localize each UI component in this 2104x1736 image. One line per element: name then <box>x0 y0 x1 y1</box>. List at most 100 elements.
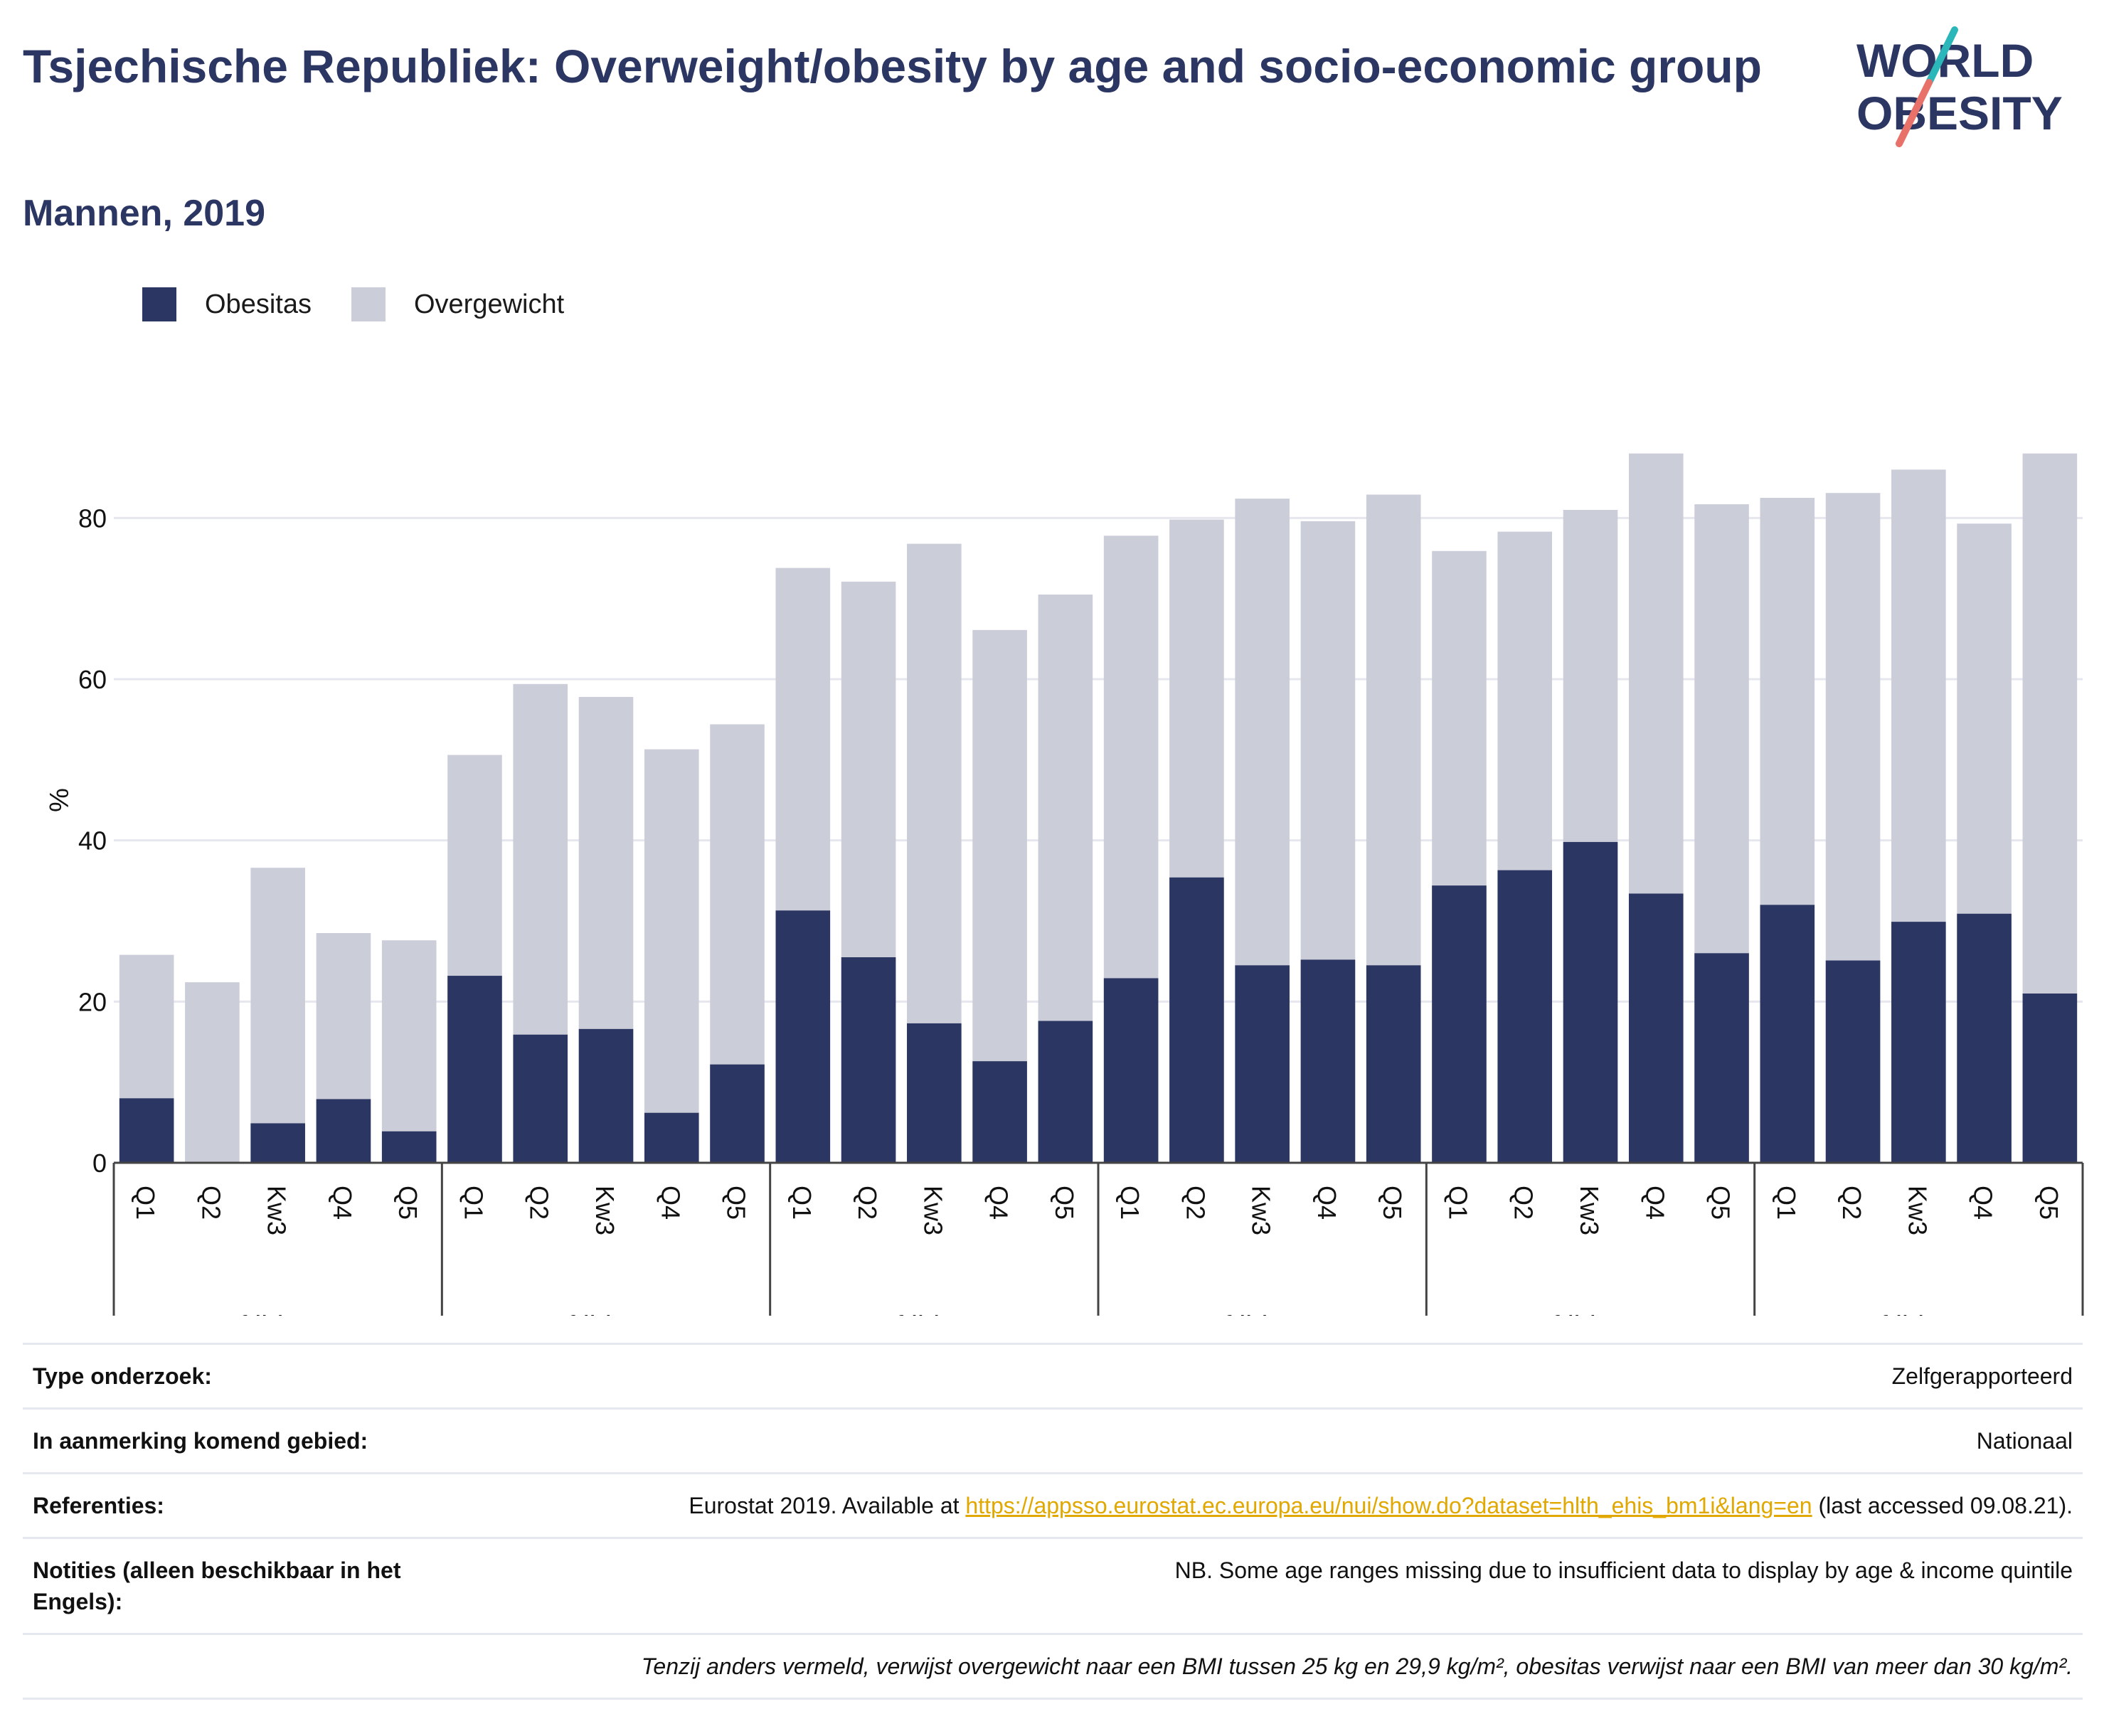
logo-line2: OBESITY <box>1856 87 2063 139</box>
x-tick-label: Q5 <box>1050 1186 1079 1220</box>
chart-legend: Obesitas Overgewicht <box>142 284 604 324</box>
bar-obesity-2-1 <box>841 957 896 1163</box>
info-table: Type onderzoek: Zelfgerapporteerd In aan… <box>23 1343 2083 1700</box>
x-tick-label: Kw3 <box>1247 1186 1276 1235</box>
group-label-1: Leeftijd 25-34 <box>520 1311 692 1316</box>
bar-obesity-5-1 <box>1825 960 1881 1163</box>
legend-swatch-obesity <box>142 287 176 321</box>
reference-link[interactable]: https://appsso.eurostat.ec.europa.eu/nui… <box>965 1493 1812 1518</box>
bar-obesity-0-3 <box>316 1099 371 1163</box>
bar-obesity-4-0 <box>1432 885 1487 1163</box>
bar-obesity-3-2 <box>1235 965 1290 1163</box>
bar-overweight-1-3 <box>644 749 699 1163</box>
x-tick-label: Q4 <box>984 1186 1014 1220</box>
x-tick-label: Q5 <box>2034 1186 2063 1220</box>
logo-slash-teal <box>1925 26 1958 86</box>
info-label-area: In aanmerking komend gebied: <box>33 1428 368 1454</box>
group-label-4: Leeftijd 55-64 <box>1504 1311 1677 1316</box>
bar-obesity-1-1 <box>513 1034 568 1163</box>
x-tick-label: Q4 <box>656 1186 685 1220</box>
bar-obesity-0-4 <box>381 1131 437 1163</box>
x-tick-label: Q2 <box>1837 1186 1866 1220</box>
bar-obesity-2-2 <box>907 1023 962 1163</box>
bar-obesity-5-3 <box>1957 913 2012 1163</box>
reference-prefix: Eurostat 2019. Available at <box>689 1493 966 1518</box>
x-tick-label: Q4 <box>1969 1186 1998 1220</box>
info-label-notes: Notities (alleen beschikbaar in het Enge… <box>33 1557 401 1614</box>
bar-obesity-4-2 <box>1563 841 1618 1163</box>
world-obesity-logo: WORLD OBESITY <box>1856 26 2063 147</box>
x-tick-label: Q5 <box>393 1186 423 1220</box>
y-tick-label-60: 60 <box>78 665 107 694</box>
bar-obesity-3-0 <box>1103 978 1159 1163</box>
info-value-notes: NB. Some age ranges missing due to insuf… <box>1174 1557 2073 1583</box>
info-label-references: Referenties: <box>33 1493 164 1518</box>
info-row-references: Referenties: Eurostat 2019. Available at… <box>23 1472 2083 1537</box>
bar-obesity-1-0 <box>447 976 502 1163</box>
y-tick-label-0: 0 <box>92 1149 107 1178</box>
x-tick-label: Q5 <box>722 1186 751 1220</box>
bar-obesity-1-4 <box>710 1064 765 1163</box>
bar-obesity-3-1 <box>1169 877 1224 1163</box>
group-label-2: Leeftijd 35-44 <box>848 1311 1020 1316</box>
y-tick-label-20: 20 <box>78 987 107 1016</box>
legend-label-overweight: Overgewicht <box>413 289 565 319</box>
y-tick-label-80: 80 <box>78 504 107 533</box>
x-tick-label: Q4 <box>1640 1186 1669 1220</box>
info-row-footnote: Tenzij anders vermeld, verwijst overgewi… <box>23 1633 2083 1700</box>
chart-subtitle: Mannen, 2019 <box>23 193 266 234</box>
x-tick-label: Q4 <box>328 1186 357 1220</box>
bar-overweight-0-1 <box>185 982 240 1163</box>
logo-slash-coral <box>1896 79 1933 147</box>
footnote: Tenzij anders vermeld, verwijst overgewi… <box>641 1654 2073 1679</box>
legend-item-obesity[interactable]: Obesitas <box>142 287 312 321</box>
reference-suffix: (last accessed 09.08.21). <box>1812 1493 2073 1518</box>
x-tick-label: Q4 <box>1312 1186 1341 1220</box>
x-tick-label: Q2 <box>196 1186 225 1220</box>
bar-obesity-2-3 <box>972 1061 1027 1163</box>
x-tick-label: Kw3 <box>1903 1186 1932 1235</box>
group-label-0: Leeftijd 18-24 <box>191 1311 363 1316</box>
x-tick-label: Q1 <box>1772 1186 1801 1220</box>
info-row-notes: Notities (alleen beschikbaar in het Enge… <box>23 1537 2083 1633</box>
bar-obesity-5-0 <box>1760 905 1815 1163</box>
bar-overweight-0-4 <box>381 940 437 1163</box>
bar-obesity-5-4 <box>2022 994 2078 1163</box>
y-tick-label-40: 40 <box>78 826 107 856</box>
y-axis-label: % <box>43 788 73 812</box>
bar-obesity-2-4 <box>1038 1021 1093 1163</box>
bar-obesity-4-4 <box>1694 953 1749 1163</box>
bar-obesity-0-2 <box>250 1123 305 1163</box>
bar-obesity-3-3 <box>1300 959 1356 1163</box>
legend-item-overweight[interactable]: Overgewicht <box>351 287 564 321</box>
bar-overweight-0-2 <box>250 868 305 1163</box>
bar-obesity-4-3 <box>1628 893 1684 1163</box>
info-value-references: Eurostat 2019. Available at https://apps… <box>474 1490 2073 1521</box>
x-tick-label: Q1 <box>1115 1186 1144 1220</box>
x-tick-label: Kw3 <box>262 1186 292 1235</box>
stacked-bar-chart: 0 20 40 60 80% Q1 Q2 Kw3 Q4 Q5 Leeftijd 18-24 Q1 Q2 K… <box>43 453 2084 1316</box>
legend-swatch-overweight <box>351 287 386 321</box>
x-tick-label: Q1 <box>131 1186 160 1220</box>
info-label-survey-type: Type onderzoek: <box>33 1363 212 1389</box>
chart-title: Tsjechische Republiek: Overweight/obesit… <box>23 40 1762 92</box>
info-row-area: In aanmerking komend gebied: Nationaal <box>23 1407 2083 1472</box>
bar-obesity-0-0 <box>119 1098 174 1163</box>
info-value-area: Nationaal <box>1976 1428 2073 1454</box>
x-tick-label: Kw3 <box>590 1186 620 1235</box>
x-tick-label: Q2 <box>525 1186 554 1220</box>
group-label-5: Leeftijd 65-74 <box>1832 1311 2004 1316</box>
x-tick-label: Q2 <box>853 1186 882 1220</box>
bar-obesity-1-2 <box>578 1028 634 1163</box>
x-tick-label: Kw3 <box>1575 1186 1604 1235</box>
bar-obesity-3-4 <box>1366 965 1421 1163</box>
group-label-3: Leeftijd 45-54 <box>1176 1311 1348 1316</box>
bar-obesity-4-1 <box>1497 870 1553 1163</box>
info-row-survey-type: Type onderzoek: Zelfgerapporteerd <box>23 1343 2083 1407</box>
bar-obesity-1-3 <box>644 1112 699 1163</box>
x-tick-label: Q2 <box>1181 1186 1210 1220</box>
x-tick-label: Q1 <box>1443 1186 1472 1220</box>
bar-obesity-5-2 <box>1891 922 1946 1163</box>
x-tick-label: Q2 <box>1509 1186 1539 1220</box>
x-tick-label: Q5 <box>1378 1186 1407 1220</box>
